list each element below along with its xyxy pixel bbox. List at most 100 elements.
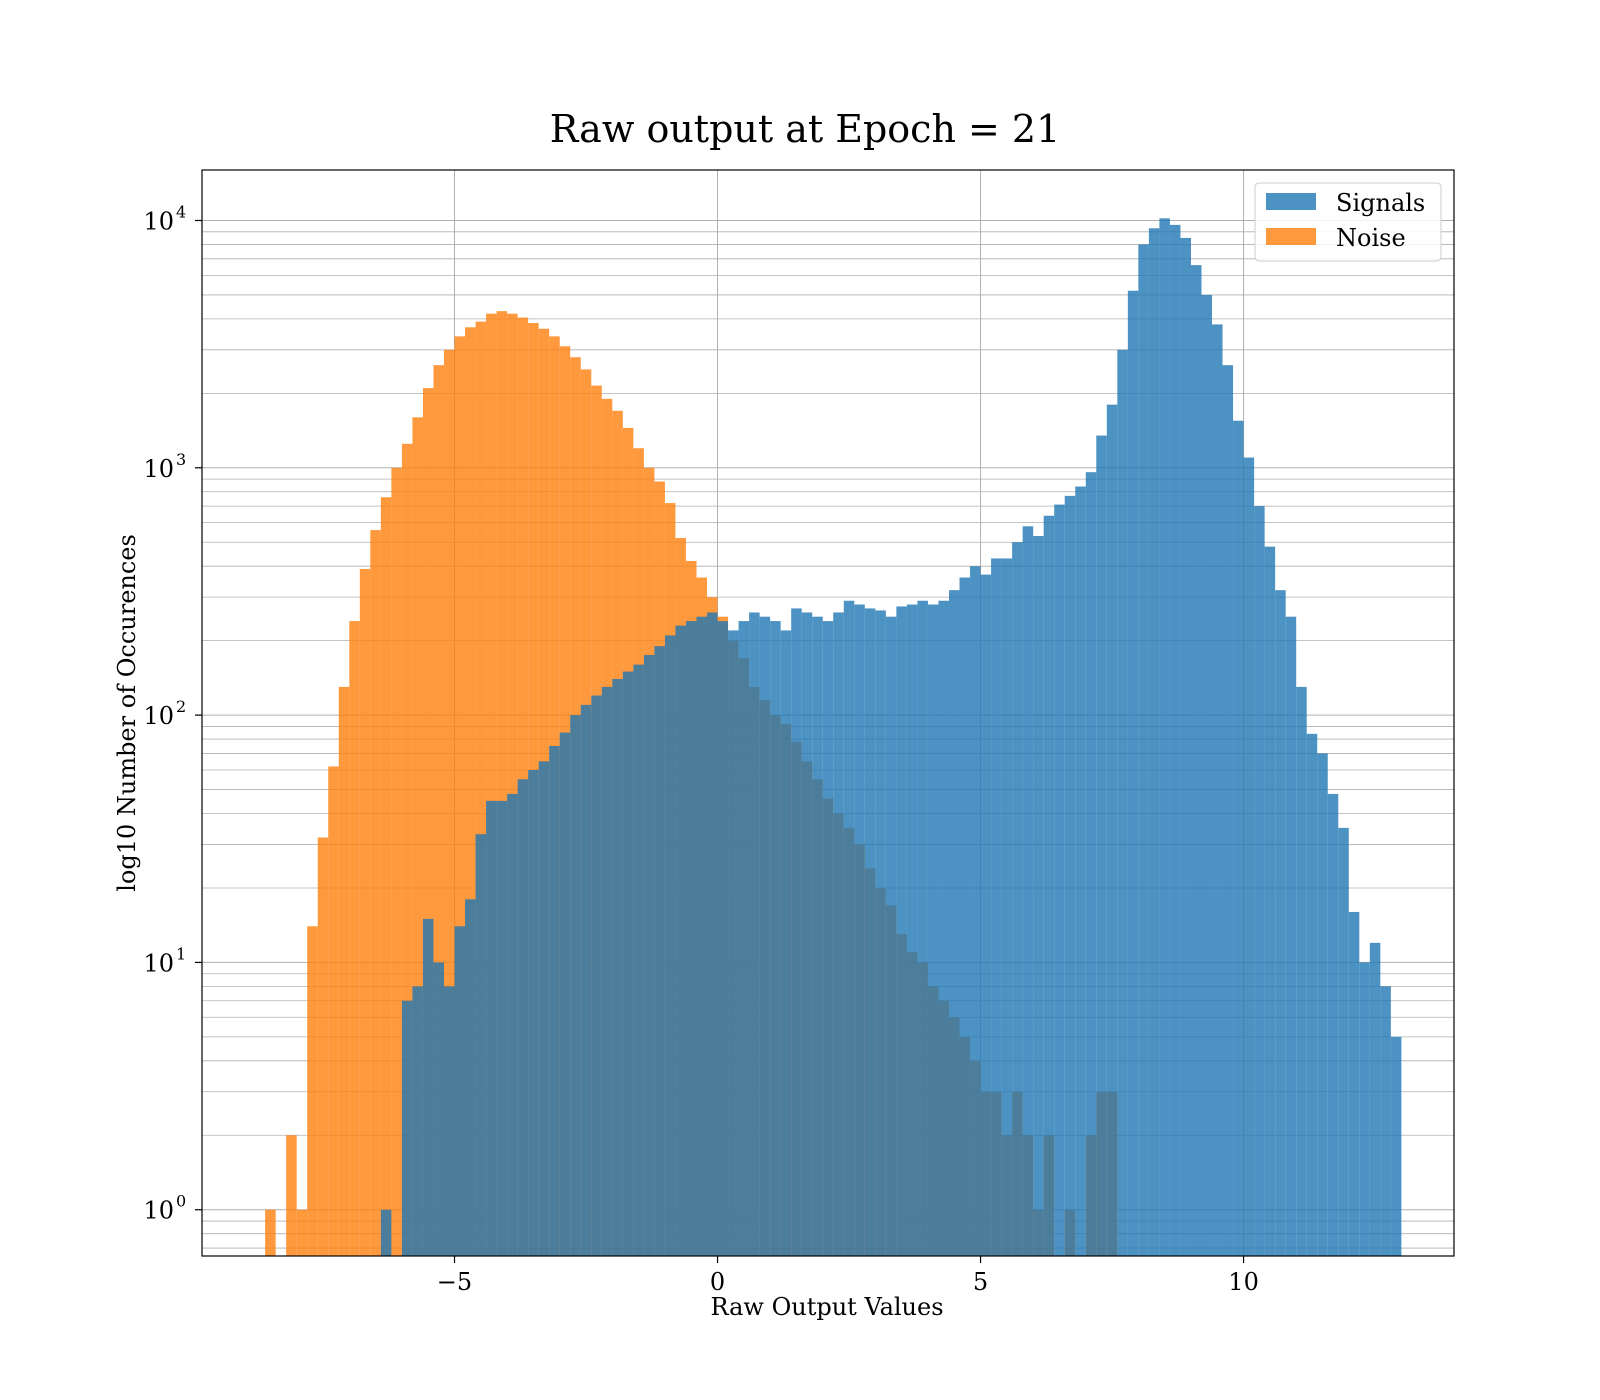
noise-bar [307, 926, 318, 1256]
signals-bar [707, 612, 718, 1256]
legend-swatch-noise [1266, 228, 1316, 245]
y-tick-exponent: 0 [176, 1192, 186, 1211]
signals-bar [843, 600, 855, 1256]
signals-bar [980, 574, 992, 1256]
signals-bar [685, 621, 697, 1256]
signals-bar [1127, 290, 1139, 1257]
signals-bar [412, 986, 423, 1256]
signals-bar [833, 612, 844, 1256]
y-tick-exponent: 2 [176, 697, 186, 716]
noise-bar [454, 336, 466, 1256]
signals-bar [770, 621, 781, 1256]
signals-bar [1159, 218, 1170, 1256]
x-ticks: −5 0 5 10 [437, 1256, 1259, 1296]
signals-bar [528, 769, 539, 1256]
signals-bar [401, 1000, 413, 1256]
signals-bar [896, 606, 907, 1256]
noise-bar [412, 417, 423, 1256]
legend-label-signals: Signals [1336, 189, 1425, 217]
signals-bar [549, 746, 560, 1256]
signals-bar [1064, 495, 1076, 1256]
signals-bar [927, 604, 939, 1256]
noise-bar [496, 311, 508, 1256]
signals-bar [1338, 827, 1349, 1256]
x-tick-label: 0 [710, 1268, 725, 1296]
y-tick-label: 10 [143, 207, 174, 235]
signals-bar [601, 686, 613, 1256]
signals-bar [948, 590, 960, 1256]
signals-bar [591, 695, 602, 1256]
signals-bar [633, 664, 644, 1256]
signals-series [380, 218, 1402, 1257]
signals-bar [1254, 506, 1265, 1256]
signals-bar [738, 621, 750, 1256]
signals-bar [991, 558, 1002, 1256]
legend: Signals Noise [1254, 182, 1442, 262]
signals-bar [1275, 590, 1286, 1256]
signals-bar [475, 834, 487, 1256]
noise-bar [370, 530, 381, 1256]
signals-bar [1054, 504, 1065, 1257]
signals-bar [1369, 942, 1381, 1256]
signals-bar [864, 608, 876, 1256]
signals-bar [1348, 911, 1360, 1256]
y-tick-exponent: 4 [176, 202, 186, 221]
signals-bar [875, 610, 886, 1256]
signals-bar [1180, 237, 1191, 1256]
signals-bar [938, 600, 949, 1256]
signals-bar [801, 612, 813, 1256]
signals-bar [1285, 616, 1297, 1256]
x-tick-label: 10 [1228, 1268, 1259, 1296]
signals-bar [380, 1209, 392, 1256]
signals-bar [1022, 526, 1034, 1256]
y-tick-label: 10 [143, 1197, 174, 1225]
noise-bar [380, 497, 392, 1256]
x-tick-label: 5 [973, 1268, 988, 1296]
signals-bar [812, 616, 823, 1256]
signals-bar [728, 630, 739, 1256]
signals-bar [622, 671, 634, 1256]
signals-bar [822, 621, 834, 1256]
signals-bar [1212, 324, 1223, 1257]
signals-bar [612, 678, 623, 1256]
signals-bar [570, 715, 581, 1256]
signals-bar [538, 761, 550, 1256]
chart-title: Raw output at Epoch = 21 [550, 107, 1061, 151]
noise-bar [422, 388, 434, 1257]
signals-bar [496, 800, 508, 1256]
signals-bar [1096, 435, 1107, 1256]
signals-bar [1148, 228, 1160, 1256]
noise-bar [265, 1209, 276, 1256]
signals-bar [1264, 546, 1276, 1256]
noise-bar [349, 621, 360, 1256]
signals-bar [885, 616, 897, 1256]
noise-bar [338, 686, 350, 1256]
noise-bar [359, 568, 371, 1256]
signals-bar [696, 616, 708, 1256]
y-tick-label: 10 [143, 702, 174, 730]
signals-bar [433, 962, 444, 1256]
y-axis-label: log10 Number of Occurences [113, 534, 141, 892]
x-tick-label: −5 [437, 1268, 472, 1296]
signals-bar [1117, 349, 1128, 1256]
signals-bar [1190, 265, 1202, 1256]
signals-bar [517, 779, 529, 1256]
signals-bar [970, 566, 981, 1256]
signals-bar [759, 616, 771, 1256]
signals-bar [654, 646, 665, 1256]
signals-bar [507, 793, 518, 1256]
noise-bar [475, 321, 487, 1256]
signals-bar [854, 604, 865, 1256]
plot-frame [201, 169, 1455, 1257]
signals-bar [1317, 753, 1328, 1256]
signals-bar [1085, 472, 1097, 1257]
signals-bar [1390, 1036, 1402, 1256]
signals-bar [1201, 294, 1213, 1256]
signals-bar [454, 926, 466, 1256]
signals-bar [1243, 457, 1255, 1257]
signals-bar [780, 630, 792, 1256]
signals-bar [1296, 686, 1307, 1256]
noise-bar [443, 349, 455, 1256]
